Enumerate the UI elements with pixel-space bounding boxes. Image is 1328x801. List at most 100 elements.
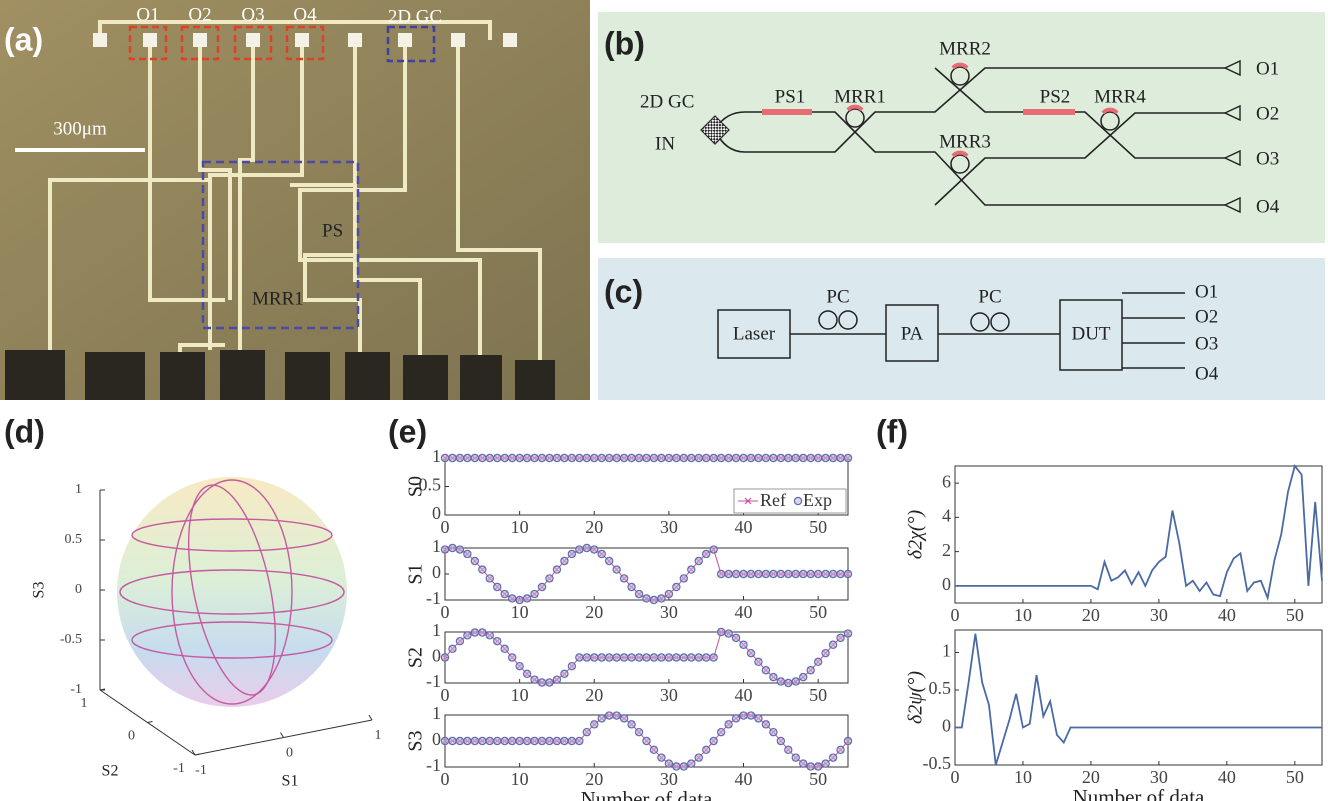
label: MRR4	[1094, 86, 1146, 107]
marker	[731, 714, 741, 723]
output-label: O1	[136, 4, 159, 25]
marker	[619, 653, 629, 662]
marker	[731, 569, 741, 579]
marker	[545, 453, 554, 463]
marker	[724, 453, 733, 463]
label: O1	[1256, 58, 1279, 79]
marker	[455, 636, 465, 646]
plot-area	[954, 629, 1323, 766]
label: DUT	[1071, 323, 1110, 344]
wire	[456, 45, 542, 365]
marker	[769, 569, 778, 579]
sphere	[117, 477, 347, 707]
ring	[845, 108, 865, 128]
label: PA	[901, 323, 924, 344]
label: IN	[655, 133, 675, 154]
x-tick-label: 50	[809, 769, 827, 789]
series-line	[955, 633, 1322, 766]
legend-marker	[744, 497, 752, 505]
x-axis-label: S1	[282, 773, 299, 790]
marker	[664, 653, 674, 662]
marker	[687, 565, 696, 574]
marker	[799, 672, 808, 682]
x-tick-label: 40	[1218, 605, 1236, 625]
marker	[709, 453, 718, 463]
marker	[791, 753, 800, 762]
marker	[754, 714, 763, 723]
marker	[478, 453, 487, 463]
scale-label: 300μm	[53, 118, 107, 139]
marker	[694, 653, 703, 662]
pad	[246, 33, 260, 47]
x-tick-label: 40	[1218, 767, 1236, 787]
marker	[597, 549, 606, 559]
marker	[463, 453, 472, 463]
y-tick-label: -1	[426, 671, 441, 691]
wire	[98, 20, 492, 40]
marker	[567, 661, 577, 671]
panel-c-bg	[598, 258, 1325, 400]
marker	[784, 569, 793, 579]
marker	[500, 589, 509, 599]
z-tick-label: -1	[70, 682, 82, 697]
marker	[560, 736, 569, 746]
y-axis-label: S2	[102, 763, 119, 780]
pad	[348, 33, 362, 47]
marker	[455, 453, 465, 463]
marker	[478, 736, 487, 746]
y-tick-label: 1	[942, 641, 951, 661]
marker	[545, 678, 554, 687]
photo-bg	[0, 0, 590, 400]
panel-label: (c)	[604, 273, 643, 309]
marker	[843, 736, 853, 746]
marker	[567, 549, 577, 559]
bond	[460, 355, 502, 400]
x-axis-label: Number of data	[1073, 785, 1205, 801]
marker	[828, 753, 838, 762]
marker	[799, 569, 808, 579]
y-tick-label: 0	[432, 562, 441, 582]
panel-label: (e)	[388, 413, 427, 449]
marker	[522, 594, 532, 603]
x-tick-label: 50	[809, 602, 827, 622]
grating-coupler	[700, 115, 730, 145]
marker	[828, 640, 838, 649]
label: O3	[1195, 333, 1218, 354]
box	[1059, 299, 1123, 371]
marker	[612, 453, 621, 463]
y-tick-label: 1	[432, 446, 441, 466]
heater	[951, 150, 969, 158]
x-tick-label: 1	[375, 728, 382, 743]
marker	[746, 711, 756, 720]
marker	[784, 678, 793, 688]
label: O4	[1195, 363, 1219, 384]
marker	[694, 753, 703, 762]
marker	[746, 648, 756, 658]
marker	[552, 453, 562, 463]
marker	[642, 453, 651, 463]
marker	[784, 745, 793, 755]
marker	[709, 545, 718, 554]
bond	[285, 352, 330, 400]
dashed-box	[285, 25, 325, 61]
marker	[567, 453, 577, 463]
marker	[590, 453, 599, 463]
marker	[716, 627, 726, 637]
marker	[709, 736, 718, 746]
marker	[739, 711, 748, 720]
ps-label: PS	[322, 220, 343, 241]
marker	[604, 711, 614, 720]
series-line	[955, 464, 1323, 602]
mrr-label: MRR1	[252, 288, 304, 309]
marker	[776, 736, 786, 746]
marker	[493, 582, 502, 592]
taper	[1223, 59, 1241, 77]
marker	[560, 669, 569, 679]
bond	[220, 350, 265, 400]
pad	[295, 33, 309, 47]
marker	[485, 453, 494, 463]
marker	[664, 589, 674, 599]
waveguide	[934, 112, 1225, 206]
label: Laser	[733, 323, 776, 344]
marker	[560, 453, 569, 463]
